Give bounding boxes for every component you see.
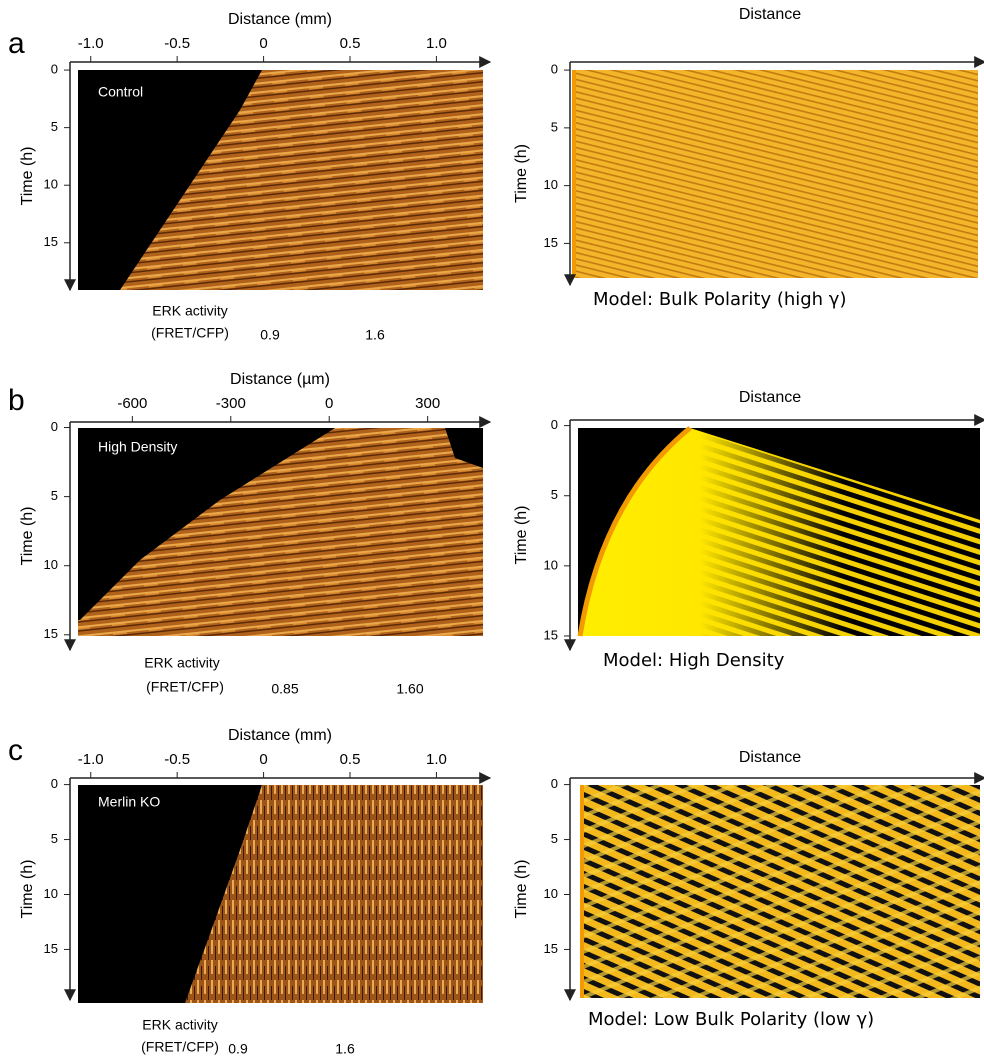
x-tick-label: 300: [415, 395, 440, 412]
y-tick-label: 5: [51, 488, 58, 503]
x-tick-label: -300: [216, 395, 246, 412]
y-tick-label: 0: [51, 419, 58, 434]
y-tick-label: 10: [544, 557, 558, 572]
panel-letter: c: [8, 734, 23, 767]
x-axis-label: Distance: [739, 389, 801, 406]
panel-letter: a: [8, 27, 25, 60]
colorbar-max: 1.6: [365, 327, 385, 343]
y-tick-label: 15: [44, 234, 58, 249]
y-tick-label: 10: [44, 177, 58, 192]
figure: a Distance (mm) -1.0 -0.5 0 0.5 1.0 0 5 10 15 Time …: [0, 0, 984, 1057]
x-axis-label: Distance (mm): [228, 727, 332, 744]
y-axis-label: Time (h): [513, 506, 530, 565]
x-axis-label: Distance (µm): [230, 371, 330, 388]
y-tick-label: 10: [544, 177, 558, 192]
condition-label: Control: [98, 84, 143, 100]
x-tick-label: 0.5: [340, 751, 361, 768]
x-tick-label: -1.0: [78, 35, 104, 52]
x-tick-label: 0: [259, 751, 267, 768]
y-tick-label: 15: [544, 941, 558, 956]
x-tick-label: -0.5: [164, 35, 190, 52]
y-tick-label: 15: [44, 941, 58, 956]
model-edge: [580, 785, 584, 998]
x-tick-label: 1.0: [426, 751, 447, 768]
colorbar-label: (FRET/CFP): [146, 679, 224, 695]
y-tick-label: 15: [544, 627, 558, 642]
y-tick-label: 10: [44, 557, 58, 572]
x-axis-label: Distance: [739, 749, 801, 766]
y-tick-label: 5: [51, 119, 58, 134]
y-tick-label: 0: [51, 61, 58, 76]
y-tick-label: 0: [51, 776, 58, 791]
x-tick-label: -600: [117, 395, 147, 412]
condition-label: High Density: [98, 439, 177, 455]
x-tick-label: -1.0: [78, 751, 104, 768]
condition-label: Merlin KO: [98, 794, 160, 810]
y-tick-label: 15: [544, 235, 558, 250]
model-caption: Model: Low Bulk Polarity (low γ): [588, 1009, 874, 1030]
x-axis-label: Distance: [739, 6, 801, 23]
colorbar-max: 1.6: [335, 1041, 355, 1057]
model-waves: [582, 785, 980, 998]
y-tick-label: 5: [51, 831, 58, 846]
y-tick-label: 5: [551, 119, 558, 134]
y-tick-label: 5: [551, 487, 558, 502]
y-tick-label: 0: [551, 417, 558, 432]
colorbar-min: 0.9: [260, 327, 280, 343]
y-tick-label: 0: [551, 776, 558, 791]
y-tick-label: 15: [44, 626, 58, 641]
y-axis-label: Time (h): [513, 860, 530, 919]
y-axis-label: Time (h): [19, 147, 36, 206]
colorbar-max: 1.60: [396, 681, 423, 697]
colorbar-min: 0.85: [271, 681, 298, 697]
panel-letter: b: [8, 384, 25, 417]
model-caption: Model: High Density: [603, 650, 785, 671]
y-tick-label: 0: [551, 62, 558, 77]
colorbar-label: ERK activity: [144, 655, 219, 671]
colorbar-label: (FRET/CFP): [151, 325, 229, 341]
x-tick-label: 0: [259, 35, 267, 52]
y-tick-label: 10: [544, 886, 558, 901]
x-tick-label: -0.5: [164, 751, 190, 768]
x-tick-label: 0.5: [340, 35, 361, 52]
colorbar-label: ERK activity: [152, 303, 227, 319]
colorbar-label: ERK activity: [142, 1017, 217, 1033]
model-kymograph: [572, 70, 978, 278]
y-axis-label: Time (h): [19, 860, 36, 919]
colorbar-min: 0.9: [228, 1041, 248, 1057]
model-caption: Model: Bulk Polarity (high γ): [593, 289, 847, 310]
y-tick-label: 10: [44, 886, 58, 901]
colorbar-label: (FRET/CFP): [141, 1039, 219, 1055]
y-axis-label: Time (h): [513, 144, 530, 203]
y-tick-label: 5: [551, 831, 558, 846]
x-axis-label: Distance (mm): [228, 11, 332, 28]
y-axis-label: Time (h): [19, 507, 36, 566]
x-tick-label: 0: [325, 395, 333, 412]
model-edge: [572, 70, 576, 278]
x-tick-label: 1.0: [426, 35, 447, 52]
